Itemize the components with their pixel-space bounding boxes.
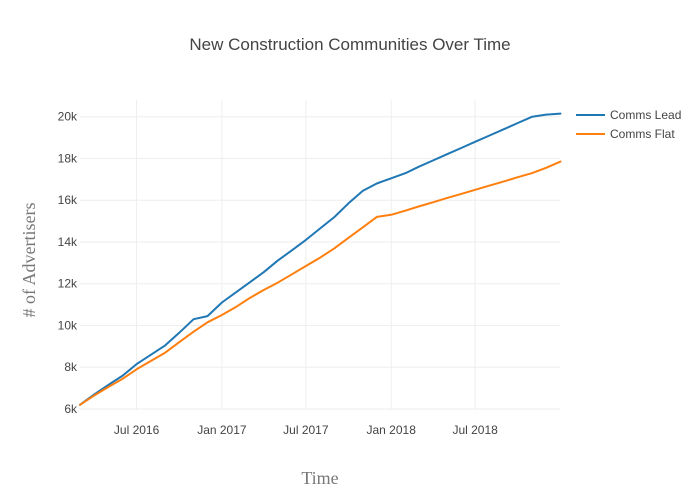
y-tick-label: 16k <box>58 193 78 207</box>
series-line-1[interactable] <box>79 160 562 406</box>
series-line-0[interactable] <box>79 112 562 406</box>
gridlines <box>80 100 560 410</box>
y-tick-label: 12k <box>58 277 78 291</box>
y-tick-label: 20k <box>58 110 78 124</box>
series-lines <box>79 112 562 406</box>
x-axis-ticks: Jul 2016 Jan 2017 Jul 2017 Jan 2018 Jul 2018 <box>114 423 498 437</box>
legend-label-0[interactable]: Comms Lead <box>610 108 681 122</box>
x-tick-label: Jan 2018 <box>366 423 416 437</box>
x-axis-title: Time <box>301 468 338 488</box>
x-tick-label: Jul 2016 <box>114 423 160 437</box>
y-tick-label: 8k <box>64 360 78 374</box>
y-tick-label: 18k <box>58 151 78 165</box>
y-tick-label: 6k <box>64 402 78 416</box>
x-tick-label: Jul 2017 <box>283 423 329 437</box>
legend[interactable]: Comms Lead Comms Flat <box>576 108 681 141</box>
y-tick-label: 10k <box>58 318 78 332</box>
y-tick-label: 14k <box>58 235 78 249</box>
y-axis-title: # of Advertisers <box>19 203 39 318</box>
legend-label-1[interactable]: Comms Flat <box>610 127 675 141</box>
y-axis-ticks: 6k 8k 10k 12k 14k 16k 18k 20k <box>58 110 78 416</box>
x-tick-label: Jan 2017 <box>197 423 247 437</box>
chart-title: New Construction Communities Over Time <box>189 35 510 54</box>
x-tick-label: Jul 2018 <box>452 423 498 437</box>
